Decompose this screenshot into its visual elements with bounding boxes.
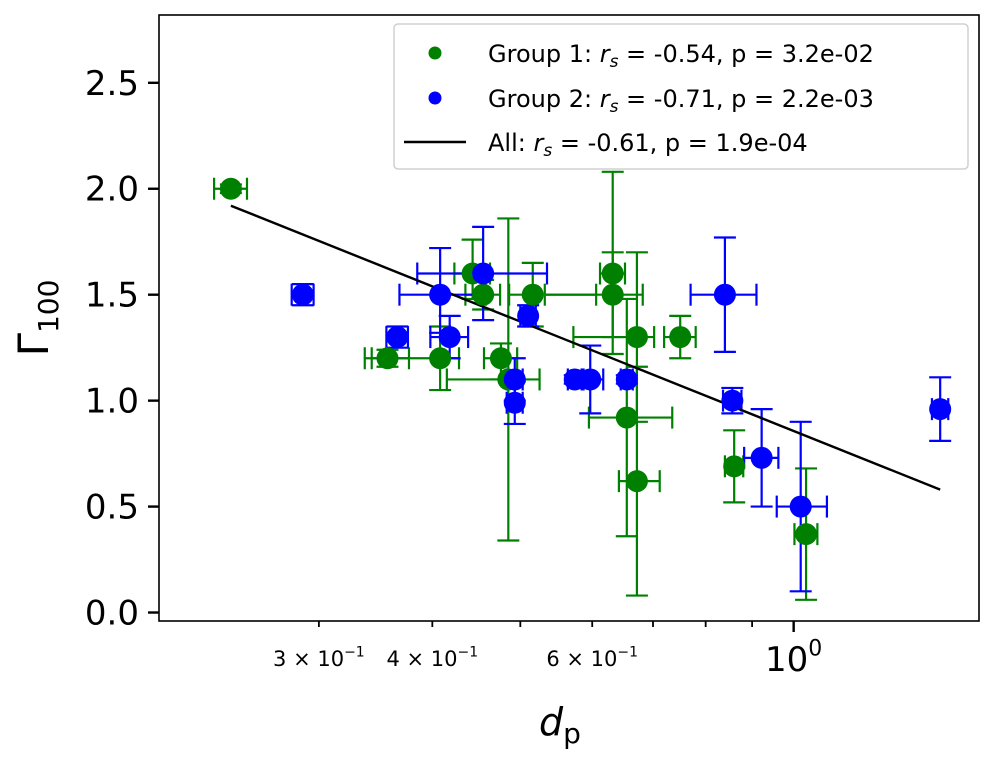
data-point-s1-p9: [601, 262, 624, 285]
fit-line-all: [230, 204, 941, 491]
legend-entry-group-1: Group 1: rs = -0.54, p = 3.2e-02: [488, 40, 874, 72]
data-point-s2-p11: [615, 368, 638, 391]
x-minor-tick-label-0.3: 3 × 10−1: [273, 645, 365, 671]
legend-group-1-prefix: Group 1:: [488, 40, 600, 68]
legend-box: [393, 23, 969, 170]
x-major-tick-label-1-exponent: 0: [808, 637, 822, 662]
y-axis-label: Γ100: [9, 280, 65, 357]
data-point-s1-p11: [615, 406, 638, 429]
legend-group-2-prefix: Group 2:: [488, 85, 600, 113]
x-minor-tick-label-0.6: 6 × 10−1: [546, 645, 638, 671]
y-tick-label-1.5: 1.5: [85, 276, 139, 316]
data-point-s1-p13: [625, 470, 648, 493]
markers-group-1: [219, 177, 818, 546]
y-tick-label-2.5: 2.5: [85, 64, 139, 104]
y-tick-label-2.0: 2.0: [85, 170, 139, 210]
data-point-s2-p3: [429, 283, 452, 306]
data-point-s2-p4: [438, 326, 461, 349]
legend-marker-group-1: [428, 46, 442, 60]
y-tick-label-0.5: 0.5: [85, 488, 139, 528]
data-point-s2-p8: [517, 304, 540, 327]
x-major-tick-label-1-base: 10: [765, 640, 808, 680]
legend-all-prefix: All:: [488, 129, 533, 157]
y-axis-label-base: Γ: [9, 332, 58, 356]
data-point-s1-p5: [472, 283, 495, 306]
data-point-s2-p13: [721, 389, 744, 412]
legend-group-1-stat: r: [600, 40, 612, 68]
data-point-s2-p7: [503, 391, 526, 414]
legend-all-stat: r: [533, 129, 545, 157]
data-point-s1-p12: [625, 326, 648, 349]
legend-marker-group-2: [428, 91, 442, 105]
data-point-s2-p15: [789, 495, 812, 518]
y-tick-label-0.0: 0.0: [85, 594, 139, 634]
legend-all-stat-sub: s: [543, 141, 552, 161]
legend-entry-group-2: Group 2: rs = -0.71, p = 2.2e-03: [488, 85, 874, 117]
x-axis-label-base: d: [539, 700, 564, 744]
x-minor-tick-label-0.4-base: 4 × 10: [386, 647, 457, 671]
data-point-s2-p2: [386, 326, 409, 349]
data-point-s1-p15: [723, 455, 746, 478]
x-minor-tick-label-0.6-base: 6 × 10: [546, 647, 617, 671]
data-point-s2-p14: [750, 446, 773, 469]
legend-entry-all: All: rs = -0.61, p = 1.9e-04: [488, 129, 808, 161]
legend-all-suffix: = -0.61, p = 1.9e-04: [552, 129, 807, 157]
data-point-s2-p1: [291, 283, 314, 306]
x-minor-tick-label-0.3-base: 3 × 10: [273, 647, 344, 671]
axes-frame: [158, 14, 980, 622]
data-point-s2-p16: [929, 398, 952, 421]
legend-group-2-suffix: = -0.71, p = 2.2e-03: [618, 85, 873, 113]
data-point-s1-p1: [219, 177, 242, 200]
legend: Group 1: rs = -0.54, p = 3.2e-02 Group 2…: [393, 23, 969, 170]
x-major-tick-label-1: 100: [765, 637, 822, 680]
y-axis-label-sub: 100: [32, 280, 65, 333]
y-tick-label-1.0: 1.0: [85, 382, 139, 422]
x-minor-tick-label-0.6-exponent: −1: [617, 645, 638, 661]
legend-group-2-stat: r: [600, 85, 612, 113]
legend-group-1-suffix: = -0.54, p = 3.2e-02: [618, 40, 873, 68]
data-point-s2-p10: [579, 368, 602, 391]
data-point-s1-p2: [376, 347, 399, 370]
data-point-s2-p5: [472, 262, 495, 285]
data-point-s1-p3: [429, 347, 452, 370]
data-point-s1-p6: [489, 347, 512, 370]
data-point-s1-p8: [521, 283, 544, 306]
x-minor-tick-label-0.4: 4 × 10−1: [386, 645, 478, 671]
data-point-s2-p9: [563, 368, 586, 391]
x-axis-label-sub: p: [563, 717, 581, 750]
data-point-s1-p10: [601, 283, 624, 306]
data-point-s2-p6: [503, 368, 526, 391]
x-axis-label: dp: [539, 700, 581, 750]
legend-group-2-stat-sub: s: [610, 97, 619, 117]
data-point-s1-p16: [795, 523, 818, 546]
markers-group-2: [291, 262, 952, 518]
x-minor-tick-label-0.3-exponent: −1: [344, 645, 365, 661]
data-point-s2-p12: [713, 283, 736, 306]
data-point-s1-p14: [669, 326, 692, 349]
legend-group-1-stat-sub: s: [610, 52, 619, 72]
y-axis: 0.0 0.5 1.0 1.5 2.0 2.5: [85, 64, 159, 634]
x-minor-tick-label-0.4-exponent: −1: [458, 645, 479, 661]
plot-content: [213, 170, 952, 601]
